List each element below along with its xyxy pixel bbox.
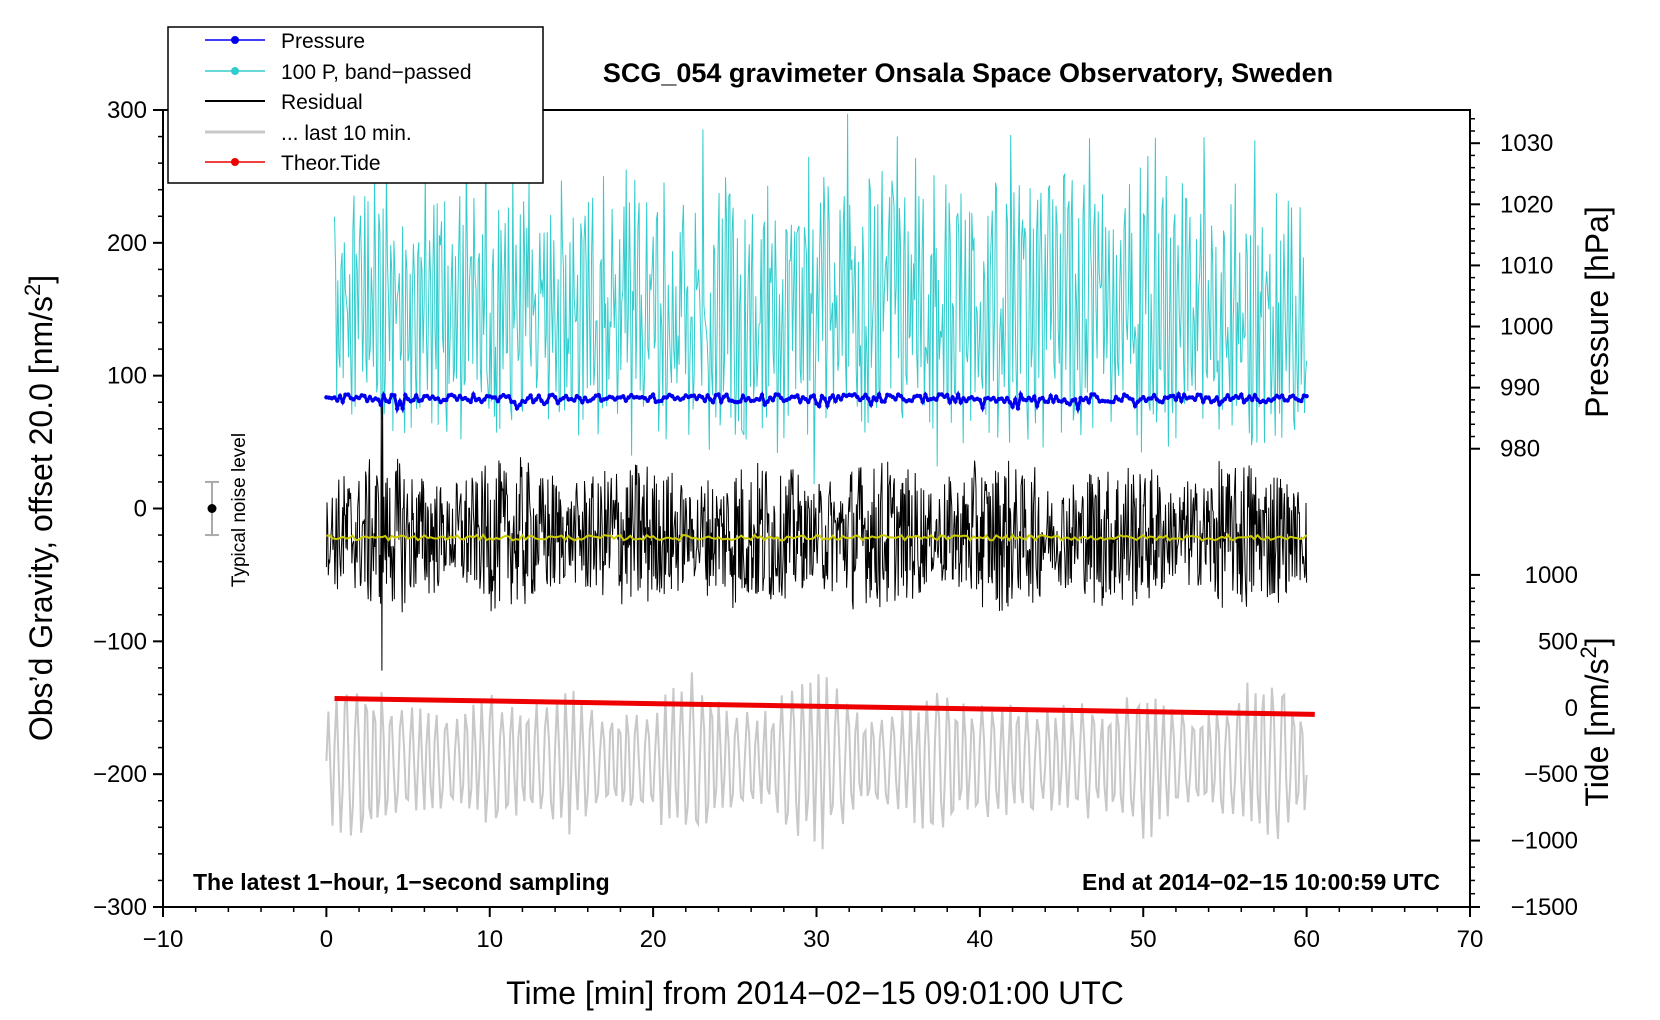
x-tick-label: 0 bbox=[320, 926, 333, 953]
y-pressure-tick-label: 1030 bbox=[1500, 130, 1553, 157]
legend-label-residual: Residual bbox=[281, 91, 363, 114]
noise-indicator bbox=[205, 480, 220, 537]
y-pressure-tick-label: 1010 bbox=[1500, 252, 1553, 279]
series-pressure-line bbox=[326, 389, 1307, 415]
y-pressure-tick-label: 990 bbox=[1500, 375, 1540, 402]
y-tide-tick-label: 1000 bbox=[1525, 562, 1578, 589]
noise-bar-center bbox=[207, 504, 217, 513]
x-tick-label: −10 bbox=[143, 926, 184, 953]
series-layer bbox=[324, 113, 1315, 850]
series-last-10-min-line bbox=[325, 672, 1308, 850]
y-axis-label-tide-close: ] bbox=[1579, 637, 1615, 646]
legend: Pressure 100 P, band−passed Residual ...… bbox=[167, 26, 544, 184]
noise-level-label: Typical noise level bbox=[229, 433, 250, 587]
y-axis-label-pressure: Pressure [hPa] bbox=[1579, 206, 1615, 418]
y-left-tick-label: 300 bbox=[107, 97, 147, 124]
x-tick-label: 30 bbox=[803, 926, 830, 953]
x-tick-label: 50 bbox=[1130, 926, 1157, 953]
x-tick-label: 20 bbox=[640, 926, 667, 953]
y-left-tick-label: 200 bbox=[107, 230, 147, 257]
series-residual-line bbox=[325, 402, 1308, 671]
series-pressure bbox=[324, 389, 1309, 415]
y-left-tick-label: 100 bbox=[107, 363, 147, 390]
y-pressure-tick-label: 980 bbox=[1500, 436, 1540, 463]
y-tide-tick-label: −1500 bbox=[1511, 894, 1578, 921]
y-left-tick-label: 0 bbox=[134, 496, 147, 523]
y-pressure-tick-label: 1000 bbox=[1500, 314, 1553, 341]
legend-label-bandpassed: 100 P, band−passed bbox=[281, 61, 472, 84]
legend-label-last10: ... last 10 min. bbox=[281, 122, 412, 145]
legend-marker-tide bbox=[231, 158, 239, 166]
y-axis-label-tide-exponent: 2 bbox=[1576, 646, 1601, 658]
y-left-tick-label: −200 bbox=[93, 761, 147, 788]
y-pressure-tick-label: 1020 bbox=[1500, 191, 1553, 218]
x-tick-label: 70 bbox=[1457, 926, 1484, 953]
note-end-time: End at 2014−02−15 10:00:59 UTC bbox=[1082, 869, 1440, 895]
y-tide-tick-label: 0 bbox=[1565, 695, 1578, 722]
series-theor-tide-line bbox=[334, 695, 1315, 717]
legend-label-pressure: Pressure bbox=[281, 30, 365, 53]
y-axis-label-left-exponent: 2 bbox=[20, 284, 45, 296]
series-theor-tide bbox=[334, 695, 1315, 717]
y-axis-label-tide: Tide [nm/s2] bbox=[1576, 637, 1615, 806]
x-tick-label: 10 bbox=[476, 926, 503, 953]
y-axis-label-left-close: ] bbox=[23, 275, 59, 284]
y-axis-label-left: Obs’d Gravity, offset 20.0 [nm/s2] bbox=[20, 275, 59, 741]
legend-label-tide: Theor.Tide bbox=[281, 152, 381, 175]
note-sampling: The latest 1−hour, 1−second sampling bbox=[193, 869, 610, 895]
y-tide-tick-label: −500 bbox=[1524, 761, 1578, 788]
legend-marker-pressure bbox=[231, 36, 239, 44]
series-residual-mean-line bbox=[326, 533, 1308, 542]
y-axis-label-tide-main: Tide [nm/s bbox=[1579, 658, 1615, 806]
legend-marker-bandpassed bbox=[231, 67, 239, 75]
axes-layer: −10 0 10 20 30 40 50 60 703002001000−100−200−300… bbox=[93, 97, 1578, 953]
x-tick-label: 40 bbox=[967, 926, 994, 953]
chart-title: SCG_054 gravimeter Onsala Space Observat… bbox=[603, 58, 1333, 88]
y-left-tick-label: −300 bbox=[93, 894, 147, 921]
y-tide-tick-label: −1000 bbox=[1511, 828, 1578, 855]
legend-box bbox=[167, 26, 544, 184]
x-tick-label: 60 bbox=[1293, 926, 1320, 953]
series-band-passed-line bbox=[334, 113, 1308, 485]
y-tide-tick-label: 500 bbox=[1538, 628, 1578, 655]
y-axis-label-left-main: Obs’d Gravity, offset 20.0 [nm/s bbox=[23, 296, 59, 741]
x-axis-label: Time [min] from 2014−02−15 09:01:00 UTC bbox=[506, 975, 1124, 1011]
y-left-tick-label: −100 bbox=[93, 628, 147, 655]
